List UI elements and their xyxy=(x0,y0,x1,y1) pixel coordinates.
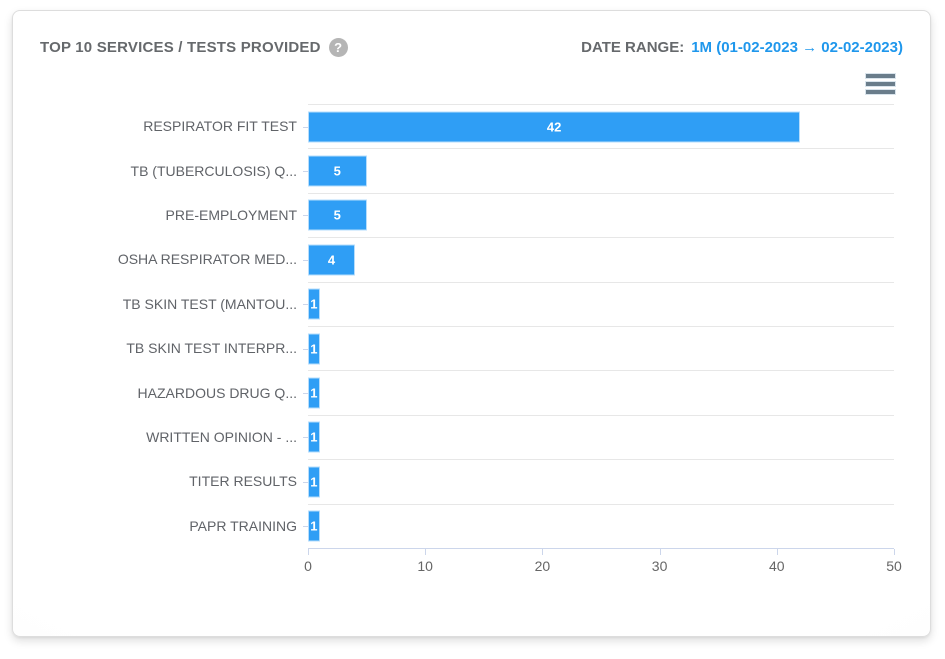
bar-value-label: 5 xyxy=(333,207,341,223)
bar-value-label: 1 xyxy=(310,341,318,357)
category-label: TB (TUBERCULOSIS) Q... xyxy=(130,162,297,179)
card-title-group: TOP 10 SERVICES / TESTS PROVIDED ? xyxy=(40,38,348,57)
bar[interactable]: 1 xyxy=(308,466,320,498)
row-plot-area: 5 xyxy=(303,192,894,237)
bar[interactable]: 1 xyxy=(308,510,320,542)
row-plot-area: 1 xyxy=(303,325,894,370)
axis-tick xyxy=(659,548,661,555)
bar-value-label: 1 xyxy=(310,296,318,312)
category-label: TB SKIN TEST INTERPR... xyxy=(126,340,297,357)
category-tick xyxy=(303,171,308,173)
date-range-value[interactable]: 1M (01-02-2023 → 02-02-2023) xyxy=(691,39,903,56)
bar[interactable]: 42 xyxy=(308,111,801,143)
hamburger-icon xyxy=(866,90,895,94)
bar-value-label: 1 xyxy=(310,429,318,445)
card-header: TOP 10 SERVICES / TESTS PROVIDED ? DATE … xyxy=(13,38,930,57)
category-tick xyxy=(303,215,308,217)
bar-value-label: 42 xyxy=(546,119,562,135)
axis-tick xyxy=(425,548,427,555)
chart-row: TB SKIN TEST (MANTOU... 1 xyxy=(13,281,894,326)
axis-tick-label: 40 xyxy=(769,557,785,574)
chart-title: TOP 10 SERVICES / TESTS PROVIDED xyxy=(40,39,321,56)
axis-tick-label: 30 xyxy=(651,557,668,574)
bar-value-label: 1 xyxy=(310,518,318,534)
bar[interactable]: 4 xyxy=(308,244,355,276)
category-tick xyxy=(303,437,308,439)
category-tick xyxy=(303,481,308,483)
axis-tick xyxy=(776,548,778,555)
category-tick xyxy=(303,393,308,395)
category-label: OSHA RESPIRATOR MED... xyxy=(117,251,297,268)
chart-rows: RESPIRATOR FIT TEST 42 TB (TUBERCULOSIS) Q… xyxy=(13,104,894,548)
hamburger-icon xyxy=(866,82,895,86)
chart-card: TOP 10 SERVICES / TESTS PROVIDED ? DATE … xyxy=(12,10,931,637)
chart-context-menu-button[interactable] xyxy=(866,74,895,94)
category-label: TITER RESULTS xyxy=(189,473,297,490)
chart-row: HAZARDOUS DRUG Q... 1 xyxy=(13,370,894,414)
category-label: HAZARDOUS DRUG Q... xyxy=(137,384,297,401)
bar-value-label: 5 xyxy=(333,163,341,179)
row-plot-area: 42 xyxy=(303,104,894,148)
row-plot-area: 4 xyxy=(303,237,894,281)
bar-chart: RESPIRATOR FIT TEST 42 TB (TUBERCULOSIS) Q… xyxy=(13,104,902,584)
bar-value-label: 1 xyxy=(310,474,318,490)
row-plot-area: 1 xyxy=(303,281,894,326)
category-tick xyxy=(303,126,308,128)
row-plot-area: 1 xyxy=(303,370,894,414)
help-icon[interactable]: ? xyxy=(328,38,348,57)
category-label: PRE-EMPLOYMENT xyxy=(165,206,297,223)
bar-value-label: 4 xyxy=(327,252,336,268)
axis-tick xyxy=(894,548,895,555)
axis-tick-label: 10 xyxy=(417,557,433,574)
axis-tick-label: 50 xyxy=(886,557,902,574)
category-tick xyxy=(303,526,308,528)
axis-tick xyxy=(308,548,309,555)
category-label: RESPIRATOR FIT TEST xyxy=(143,118,297,135)
axis-tick-label: 20 xyxy=(534,557,551,574)
date-range-group: DATE RANGE: 1M (01-02-2023 → 02-02-2023) xyxy=(581,39,903,56)
row-plot-area: 1 xyxy=(303,503,894,548)
value-axis: 0 10 20 30 40 50 xyxy=(304,547,902,584)
axis-tick-label: 0 xyxy=(304,557,312,574)
bar[interactable]: 1 xyxy=(308,421,320,453)
row-plot-area: 1 xyxy=(303,414,894,459)
bar[interactable]: 1 xyxy=(308,333,320,365)
chart-row: PAPR TRAINING 1 xyxy=(13,503,894,548)
chart-row: WRITTEN OPINION - ... 1 xyxy=(13,414,894,459)
chart-row: RESPIRATOR FIT TEST 42 xyxy=(13,104,894,148)
category-tick xyxy=(303,259,308,261)
chart-row: TITER RESULTS 1 xyxy=(13,459,894,503)
category-tick xyxy=(303,348,308,350)
axis-tick xyxy=(542,548,544,555)
category-label: PAPR TRAINING xyxy=(189,517,297,534)
row-plot-area: 1 xyxy=(303,459,894,503)
chart-row: OSHA RESPIRATOR MED... 4 xyxy=(13,237,894,281)
chart-row: TB SKIN TEST INTERPR... 1 xyxy=(13,325,894,370)
category-tick xyxy=(303,304,308,306)
date-range-label: DATE RANGE: xyxy=(581,39,685,56)
bar[interactable]: 1 xyxy=(308,288,320,320)
category-label: TB SKIN TEST (MANTOU... xyxy=(122,295,297,312)
bar-value-label: 1 xyxy=(310,385,318,401)
row-plot-area: 5 xyxy=(303,148,894,192)
bar[interactable]: 1 xyxy=(308,377,320,409)
chart-row: TB (TUBERCULOSIS) Q... 5 xyxy=(13,148,894,192)
chart-row: PRE-EMPLOYMENT 5 xyxy=(13,192,894,237)
hamburger-icon xyxy=(866,74,895,78)
category-label: WRITTEN OPINION - ... xyxy=(146,428,297,445)
bar[interactable]: 5 xyxy=(308,199,367,231)
bar[interactable]: 5 xyxy=(308,155,367,187)
